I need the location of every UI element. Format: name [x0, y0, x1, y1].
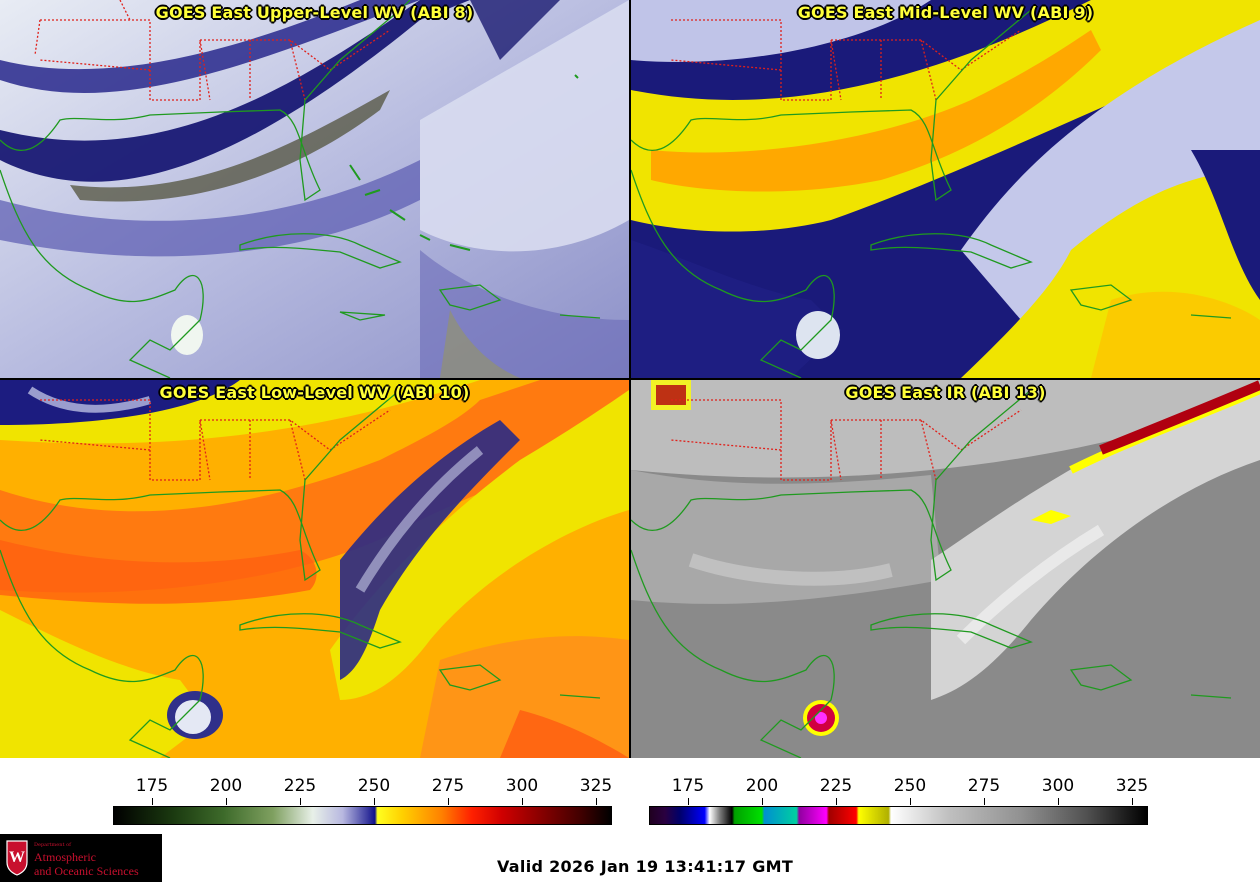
mid-level-wv-map: [631, 0, 1260, 378]
ir-tick-mark: [1058, 798, 1059, 805]
logo-line1: Atmospheric: [34, 850, 96, 864]
crest-letter: W: [9, 849, 25, 866]
ir-tick-label: 325: [1115, 776, 1149, 796]
low-level-wv-panel: GOES East Low-Level WV (ABI 10): [0, 380, 629, 758]
wv-tick-mark: [226, 798, 227, 805]
upper-level-wv-panel: GOES East Upper-Level WV (ABI 8): [0, 0, 629, 378]
ir-tick-label: 250: [893, 776, 927, 796]
wv-tick-label: 250: [357, 776, 391, 796]
wv-tick-mark: [152, 798, 153, 805]
ir-tick-label: 300: [1041, 776, 1075, 796]
ir-panel: GOES East IR (ABI 13): [631, 380, 1260, 758]
ir-map: [631, 380, 1260, 758]
wv-tick-label: 200: [209, 776, 243, 796]
wv-tick-mark: [374, 798, 375, 805]
aos-logo: W Department of Atmospheric and Oceanic …: [0, 834, 162, 882]
logo-dept-text: Department of: [34, 842, 71, 848]
ir-tick-label: 175: [671, 776, 705, 796]
wv-tick-label: 225: [283, 776, 317, 796]
low-level-wv-map: [0, 380, 629, 758]
panel-title-mid-level-wv: GOES East Mid-Level WV (ABI 9): [797, 3, 1094, 22]
ir-tick-label: 200: [745, 776, 779, 796]
panel-title-ir: GOES East IR (ABI 13): [845, 383, 1046, 402]
ir-tick-mark: [836, 798, 837, 805]
ir-tick-mark: [688, 798, 689, 805]
panel-title-low-level-wv: GOES East Low-Level WV (ABI 10): [159, 383, 470, 402]
ir-tick-mark: [762, 798, 763, 805]
wv-tick-label: 325: [579, 776, 613, 796]
wv-tick-label: 275: [431, 776, 465, 796]
wv-tick-mark: [596, 798, 597, 805]
wv-tick-label: 300: [505, 776, 539, 796]
wv-colorbar: [113, 806, 612, 825]
upper-level-wv-map: [0, 0, 629, 378]
ir-tick-label: 275: [967, 776, 1001, 796]
mid-level-wv-panel: GOES East Mid-Level WV (ABI 9): [631, 0, 1260, 378]
wv-tick-mark: [448, 798, 449, 805]
ir-tick-mark: [1132, 798, 1133, 805]
wv-tick-label: 175: [135, 776, 169, 796]
ir-tick-mark: [984, 798, 985, 805]
uw-crest-icon: W: [6, 840, 28, 876]
ir-colorbar: [649, 806, 1148, 825]
wv-tick-mark: [300, 798, 301, 805]
panel-divider-horizontal: [0, 378, 1260, 380]
ir-tick-mark: [910, 798, 911, 805]
ir-tick-label: 225: [819, 776, 853, 796]
wv-tick-mark: [522, 798, 523, 805]
logo-line2: and Oceanic Sciences: [34, 864, 139, 878]
valid-time-label: Valid 2026 Jan 19 13:41:17 GMT: [497, 857, 794, 876]
panel-title-upper-level-wv: GOES East Upper-Level WV (ABI 8): [155, 3, 474, 22]
